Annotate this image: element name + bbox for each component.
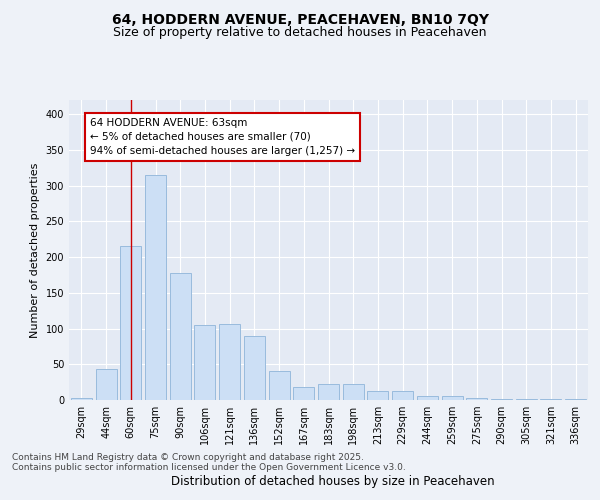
Bar [219, 324, 240, 400]
Bar [145, 175, 166, 400]
Bar [170, 273, 191, 400]
Bar [343, 384, 364, 400]
Bar [194, 325, 215, 400]
Bar [71, 398, 92, 400]
Bar [392, 392, 413, 400]
Bar [293, 387, 314, 400]
Text: Contains public sector information licensed under the Open Government Licence v3: Contains public sector information licen… [12, 464, 406, 472]
Bar [466, 398, 487, 400]
Bar [269, 372, 290, 400]
Text: Size of property relative to detached houses in Peacehaven: Size of property relative to detached ho… [113, 26, 487, 39]
Text: 64 HODDERN AVENUE: 63sqm
← 5% of detached houses are smaller (70)
94% of semi-de: 64 HODDERN AVENUE: 63sqm ← 5% of detache… [90, 118, 355, 156]
Text: 64, HODDERN AVENUE, PEACEHAVEN, BN10 7QY: 64, HODDERN AVENUE, PEACEHAVEN, BN10 7QY [112, 12, 488, 26]
Bar [244, 336, 265, 400]
Bar [95, 370, 116, 400]
Bar [318, 384, 339, 400]
Text: Contains HM Land Registry data © Crown copyright and database right 2025.: Contains HM Land Registry data © Crown c… [12, 454, 364, 462]
Bar [120, 246, 141, 400]
Bar [417, 396, 438, 400]
Bar [491, 398, 512, 400]
Bar [367, 392, 388, 400]
Y-axis label: Number of detached properties: Number of detached properties [30, 162, 40, 338]
Bar [442, 396, 463, 400]
Text: Distribution of detached houses by size in Peacehaven: Distribution of detached houses by size … [171, 474, 495, 488]
